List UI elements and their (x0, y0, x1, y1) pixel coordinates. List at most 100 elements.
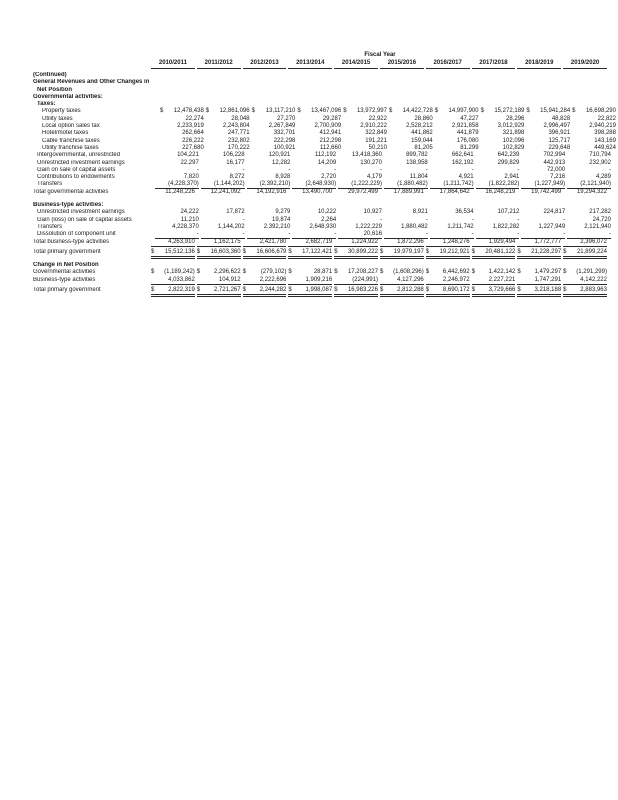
dollar-sign: $ (288, 287, 292, 294)
dollar-sign: $ (388, 108, 393, 115)
column-header-2013-2014: 2013/2014 (288, 60, 333, 69)
cell-value: 14,192,916 (256, 188, 287, 195)
cell-value: 1,747,291 (534, 276, 562, 283)
value-cell: 2,720 (292, 174, 336, 181)
value-cell: 48,828 (526, 116, 570, 123)
value-cell: - (155, 167, 199, 174)
cell-value: 4,289 (595, 174, 611, 181)
cell-value: - (196, 166, 199, 173)
value-cell: (1,222,229) (338, 181, 382, 190)
value-cell: 27,270 (252, 115, 296, 123)
cell-value: 48,828 (551, 115, 571, 122)
cell-value: - (242, 216, 245, 223)
cell-value: 19,212,921 (439, 248, 470, 255)
row-label: Unrestricted investment earnings (37, 159, 125, 166)
row-label: Total primary government (33, 287, 101, 294)
row-label: Local option sales tax (42, 123, 100, 130)
cell-value: 441,879 (456, 130, 479, 137)
value-cell: 47,227 (435, 116, 478, 123)
cell-value: 1,222,229 (355, 223, 382, 230)
row-label: Transfers (37, 181, 63, 188)
value-cell: $2,721,267 (196, 287, 241, 298)
cell-value: - (608, 166, 611, 173)
cell-value: - (425, 216, 428, 223)
value-cell: 412,941 (297, 130, 341, 137)
value-cell: $3,218,188 (517, 287, 562, 298)
cell-value: 104,221 (177, 152, 199, 159)
value-cell: 11,804 (384, 174, 428, 181)
column-header-row: 2010/2011 2011/2012 2012/2013 2013/2014 2014… (33, 60, 611, 69)
column-header-2016-2017: 2016/2017 (425, 60, 470, 69)
cell-value: 13,972,997 (356, 108, 387, 115)
value-cell: $20,481,122 (471, 249, 516, 259)
cell-value: 2,396,072 (580, 238, 607, 245)
value-cell: $16,606,679 (242, 248, 287, 259)
row-label-column-spacer (33, 60, 149, 69)
dollar-sign: $ (242, 248, 246, 255)
cell-value: 322,849 (365, 130, 387, 137)
cell-value: 4,033,862 (168, 276, 195, 283)
value-cell: $16,698,290 (572, 108, 616, 115)
cell-value: 332,701 (273, 130, 296, 137)
cell-value: 8,690,172 (442, 287, 470, 294)
value-cell: 449,624 (572, 145, 616, 152)
cell-value: 1,248,276 (442, 238, 470, 245)
value-cell: 102,829 (481, 145, 525, 152)
value-cell: 104,912 (196, 277, 241, 285)
value-cell: 29,972,499 (334, 189, 378, 196)
table-row: Total primary government $2,822,319 $2,721… (33, 287, 611, 298)
dollar-sign: $ (242, 269, 246, 276)
cell-value: 2,227,221 (488, 276, 516, 283)
value-cell: - (384, 167, 428, 174)
value-cell: 14,209 (292, 160, 336, 167)
value-cell: - (521, 217, 565, 224)
cell-value: 107,212 (497, 209, 520, 216)
cell-value: 22,822 (597, 115, 616, 122)
cell-value: 4,142,222 (580, 276, 607, 283)
cell-value: 1,144,202 (217, 223, 245, 230)
dollar-sign: $ (480, 108, 484, 115)
value-cell: $13,467,096 (297, 108, 341, 115)
cell-value: (1,291,299) (576, 269, 607, 276)
cell-value: 102,096 (502, 137, 525, 144)
cell-value: 1,929,494 (488, 238, 516, 245)
value-cell: $19,979,197 (379, 249, 424, 259)
value-cell: 222,298 (252, 138, 296, 145)
dollar-sign: $ (334, 248, 338, 255)
cell-value: 1,227,949 (538, 223, 566, 230)
value-cell: 12,282 (247, 160, 290, 167)
row-label: Property taxes (42, 108, 81, 115)
cell-value: 1,909,216 (305, 276, 333, 283)
value-cell: 1,227,949 (521, 224, 565, 231)
value-cell: 2,227,221 (471, 276, 516, 285)
value-cell: 1,211,742 (430, 224, 473, 231)
value-cell: (1,211,742) (429, 181, 474, 190)
value-cell: $14,997,900 (435, 108, 479, 115)
cell-value: 130,270 (360, 159, 382, 166)
value-cell: 1,222,229 (338, 224, 382, 231)
cell-value: 13,418,360 (351, 152, 382, 159)
cell-value: 14,209 (317, 159, 337, 166)
cell-value: 16,698,290 (585, 108, 616, 115)
cell-value: 20,616 (363, 231, 382, 238)
value-cell: 159,044 (389, 138, 433, 145)
cell-value: 106,228 (222, 152, 245, 159)
value-cell: 4,228,370 (155, 224, 199, 231)
value-cell: 1,224,922 (334, 239, 378, 247)
row-label: Unrestricted investment earnings (37, 209, 125, 216)
cell-value: 226,222 (182, 137, 204, 144)
cell-value: 2,941 (504, 174, 520, 181)
cell-value: 27,270 (277, 115, 296, 122)
value-cell: $13,117,210 (252, 108, 296, 115)
value-cell: - (567, 231, 611, 240)
value-cell: $6,442,692 (426, 269, 470, 276)
value-cell: 398,288 (572, 130, 616, 137)
value-cell: - (247, 167, 290, 174)
value-cell: $2,296,622 (197, 269, 241, 276)
value-cell: 299,829 (476, 160, 520, 167)
value-cell: 170,222 (206, 145, 250, 152)
value-cell: 1,929,494 (471, 238, 516, 247)
value-cell: 4,921 (430, 174, 474, 181)
cell-value: (4,228,370) (168, 181, 199, 188)
cell-value: 17,208,227 (347, 269, 378, 276)
